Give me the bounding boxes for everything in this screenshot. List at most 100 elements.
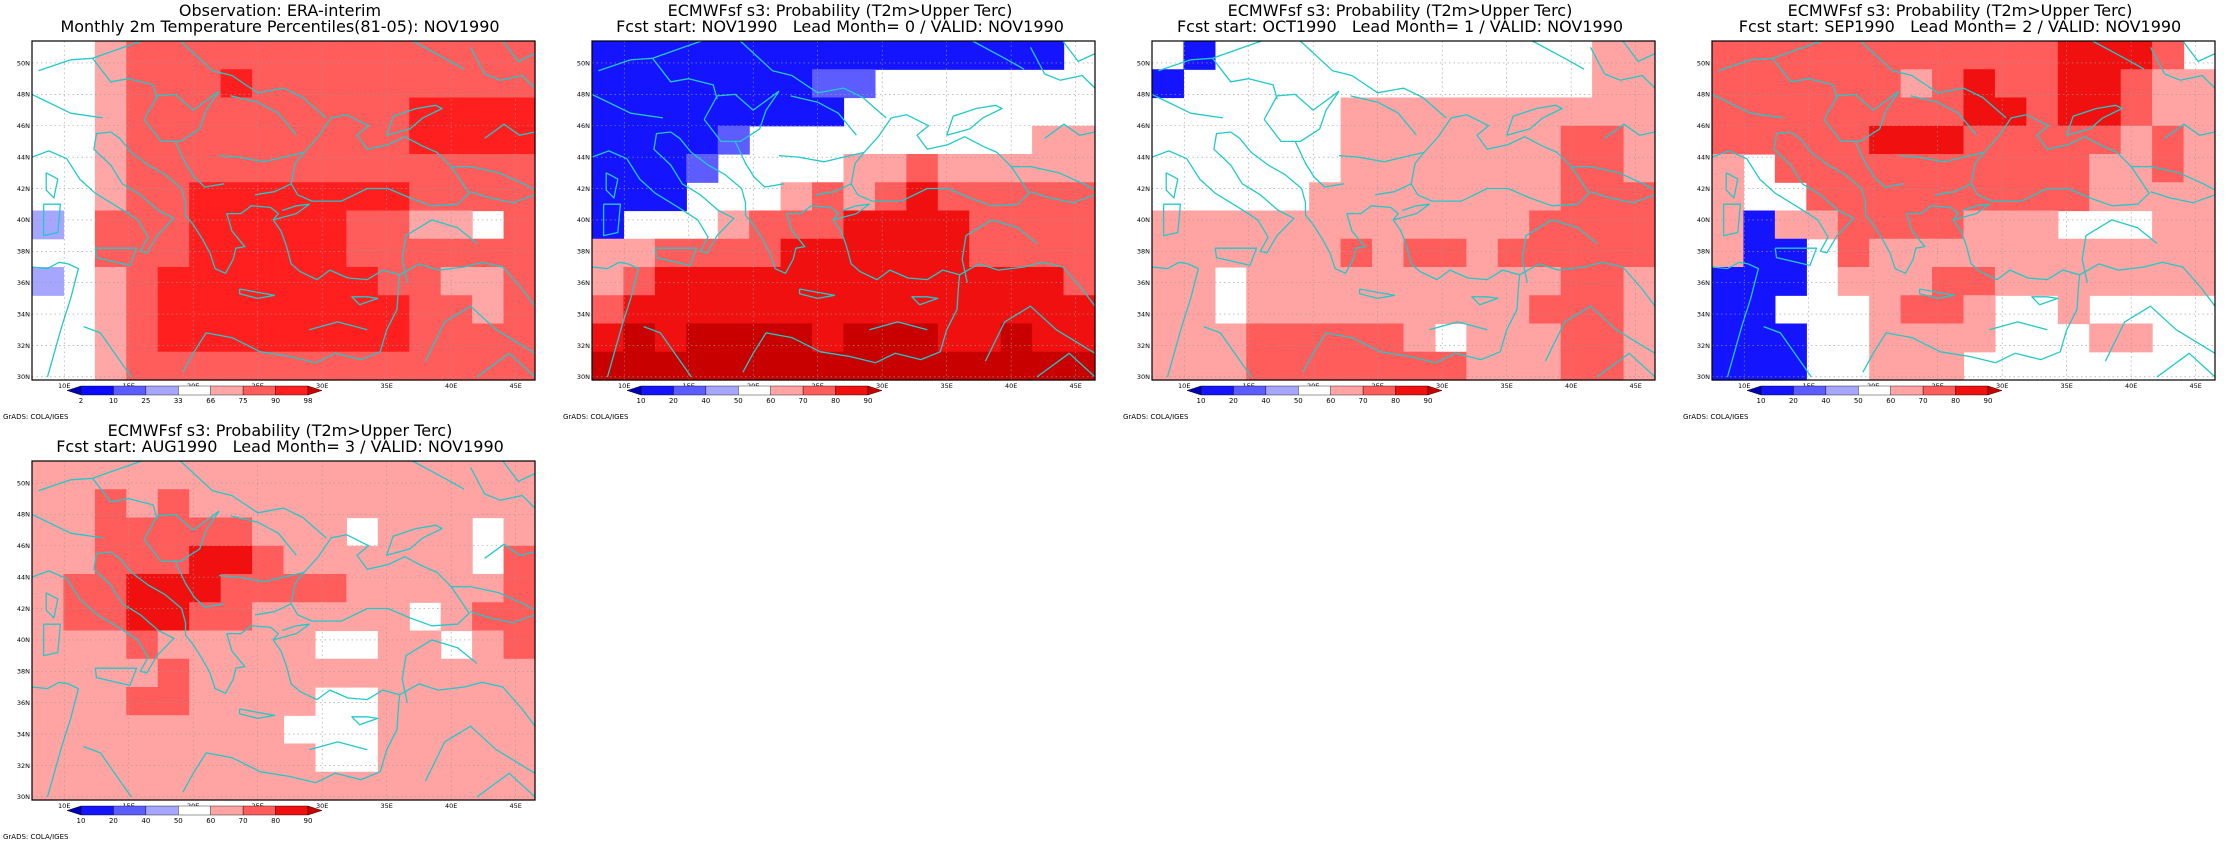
grid-cell	[252, 687, 285, 716]
grid-cell	[503, 743, 536, 773]
grid-cell	[346, 574, 379, 603]
grid-cell	[32, 715, 65, 745]
coastline	[273, 623, 310, 641]
coastline	[2066, 104, 2123, 136]
grid-cell	[252, 743, 285, 773]
grid-cell	[1837, 41, 1870, 70]
grid-cell	[377, 461, 410, 490]
grid-cell	[472, 41, 505, 70]
grid-cell	[717, 267, 750, 296]
grid-cell	[937, 154, 970, 183]
grid-cell	[1900, 323, 1933, 353]
colorbar-swatch	[1200, 385, 1234, 396]
coastline	[399, 681, 536, 727]
coastline	[591, 261, 640, 378]
colorbar-label: 50	[1854, 397, 1863, 405]
grid-cell	[220, 602, 253, 632]
grid-cell	[189, 41, 222, 70]
coastline	[1854, 141, 1905, 188]
coastline	[1521, 219, 1598, 283]
grid-cell	[283, 97, 316, 127]
lon-label: 45E	[509, 802, 521, 810]
grid-cell	[1900, 97, 1933, 127]
coastline	[238, 288, 276, 300]
grid-cell	[2089, 69, 2122, 99]
grid-cell	[157, 461, 190, 490]
lat-labels: 50N 48N 46N 44N 42N 40N 38N 36N 34N 32N 30N	[17, 479, 30, 801]
coastline	[1722, 203, 1742, 237]
coastline	[469, 466, 536, 509]
grid-cell	[1592, 323, 1625, 353]
grid-cell	[126, 715, 159, 745]
grid-cell	[346, 41, 379, 70]
grid-cell	[1000, 351, 1033, 381]
grid-cell	[440, 210, 473, 240]
colorbar-label: 10	[1757, 397, 1766, 405]
map-figure: 50N48N46N44N42N40N38N36N34N32N30N10E15E2…	[17, 460, 536, 825]
coastline	[1823, 90, 1900, 143]
colorbar-swatch	[275, 385, 309, 396]
lat-label: 44N	[1697, 153, 1710, 161]
grid-cell	[440, 238, 473, 268]
grid-cell	[472, 461, 505, 490]
lat-label: 36N	[17, 279, 30, 287]
lat-label: 46N	[1697, 122, 1710, 130]
coastline	[1471, 296, 1499, 306]
grid-cell	[440, 715, 473, 745]
grid-cell	[1032, 41, 1065, 70]
coastline	[386, 524, 443, 556]
grid-cell	[717, 295, 750, 325]
grid-cell	[1592, 41, 1625, 70]
coastline	[1374, 183, 1412, 196]
panel-title: ECMWFsf s3: Probability (T2m>Upper Terc)	[107, 421, 453, 440]
coastline	[1162, 203, 1182, 237]
grid-cell	[1246, 351, 1279, 381]
grid-cell	[1403, 182, 1436, 212]
grid-cell	[1623, 97, 1656, 127]
coastline	[2081, 219, 2158, 283]
grid-cell	[503, 351, 536, 381]
map-panel-lead-0: ECMWFsf s3: Probability (T2m>Upper Terc)…	[560, 0, 1120, 421]
grid-cell	[969, 267, 1002, 296]
grid-cell	[440, 97, 473, 127]
grid-cell	[2120, 323, 2153, 353]
map-figure: 50N48N46N44N42N40N38N36N34N32N30N10E15E2…	[1697, 40, 2216, 405]
grid-cell	[1712, 125, 1745, 155]
grid-cell	[472, 238, 505, 268]
grid-cell	[252, 295, 285, 325]
grid-cell	[780, 238, 813, 268]
grid-cell	[94, 545, 127, 575]
grid-cell	[1623, 267, 1656, 296]
grid-cell	[2120, 97, 2153, 127]
grid-cell	[1497, 154, 1530, 183]
grid-cell	[1712, 295, 1745, 325]
grid-cell	[126, 461, 159, 490]
grid-cell	[94, 351, 127, 381]
grid-cell	[1592, 267, 1625, 296]
grid-cell	[2120, 267, 2153, 296]
coastline	[1604, 123, 1656, 139]
coastline	[591, 131, 735, 254]
colorbar-label: 10	[77, 817, 86, 825]
grid-cell	[1743, 323, 1776, 353]
map-figure: 50N48N46N44N42N40N38N36N34N32N30N10E15E2…	[1137, 40, 1656, 405]
grid-cell	[2120, 154, 2153, 183]
grid-cell	[1994, 210, 2027, 240]
grid-cell	[126, 545, 159, 575]
grid-cell	[686, 295, 719, 325]
grid-cell	[409, 69, 442, 99]
grid-cell	[220, 267, 253, 296]
grid-cell	[220, 771, 253, 801]
grid-cell	[1900, 125, 1933, 155]
lat-label: 32N	[17, 762, 30, 770]
grid-cell	[283, 517, 316, 547]
grid-cell	[969, 323, 1002, 353]
grid-cell	[94, 687, 127, 716]
grid-cell	[189, 630, 222, 660]
grid-cell	[409, 715, 442, 745]
grid-cell	[63, 687, 96, 716]
lon-label: 40E	[2125, 382, 2137, 390]
colorbar-label: 20	[109, 817, 118, 825]
grid-cell	[1152, 323, 1185, 353]
lon-label: 35E	[380, 802, 392, 810]
